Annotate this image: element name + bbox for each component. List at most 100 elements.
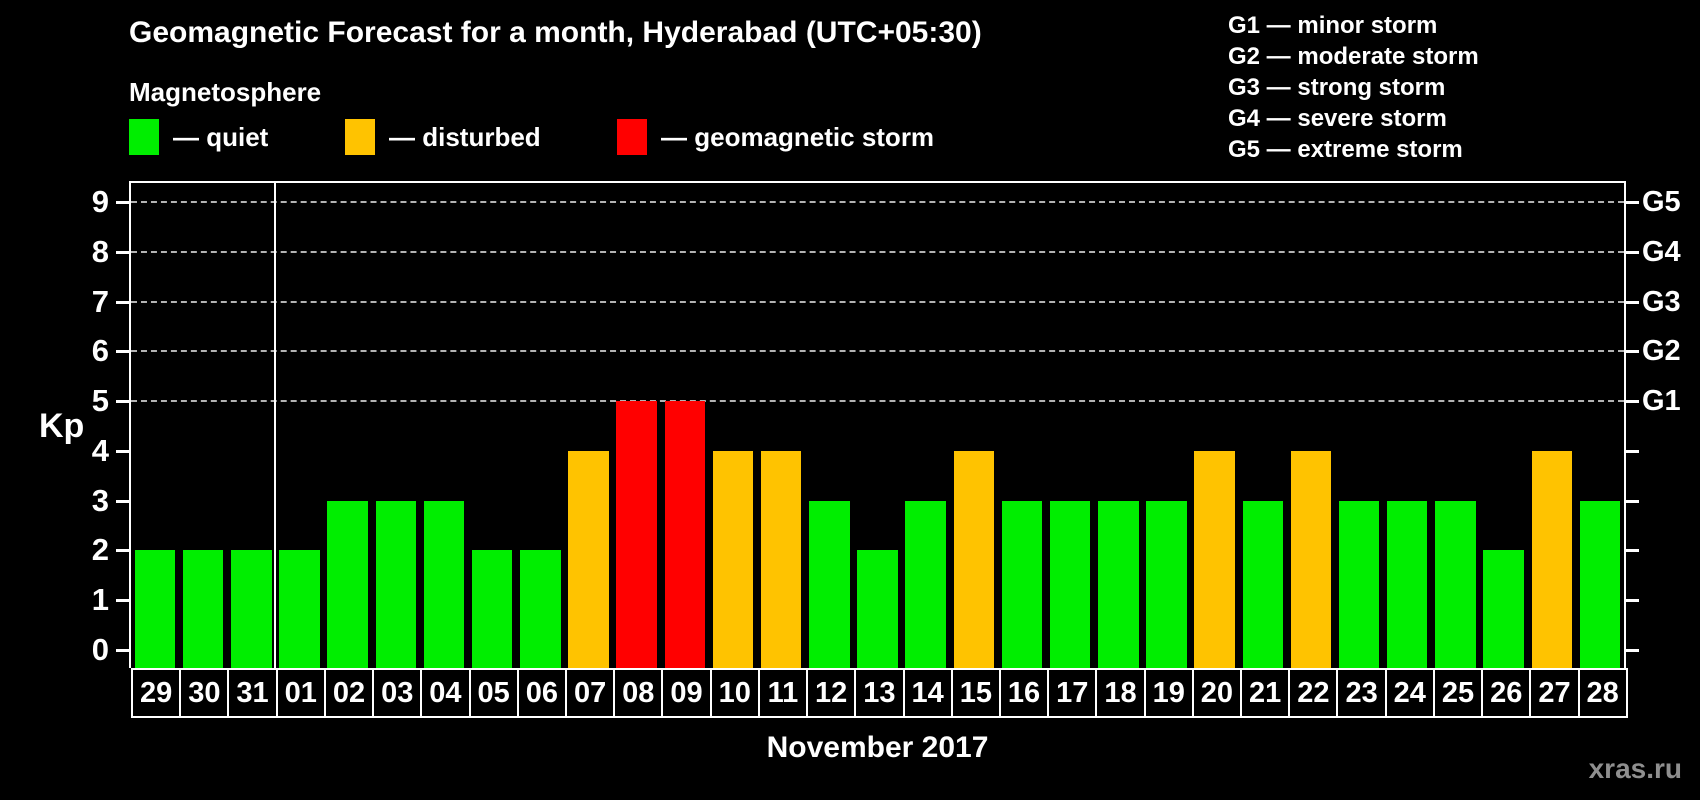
y-axis-tick-label-0: 0 xyxy=(91,632,109,667)
left-axis-tick-4 xyxy=(116,449,129,453)
legend-item-disturbed: — disturbed xyxy=(345,119,541,155)
g-scale-item-4: G4 — severe storm xyxy=(1228,105,1447,132)
gridline-kp7 xyxy=(131,300,1624,303)
magnetosphere-label: Magnetosphere xyxy=(129,77,322,107)
day-label-14: 14 xyxy=(905,670,953,716)
day-label-26: 26 xyxy=(1483,670,1532,716)
kp-bar-day-14 xyxy=(905,500,946,668)
g-scale-item-3: G3 — strong storm xyxy=(1228,74,1446,101)
kp-axis-label: Kp xyxy=(39,407,85,445)
day-label-30: 30 xyxy=(181,670,230,716)
kp-bar-day-16 xyxy=(1001,500,1043,668)
y-axis-tick-label-7: 7 xyxy=(91,283,109,319)
kp-bar-day-05 xyxy=(471,550,513,668)
g-axis-label-g1: G1 xyxy=(1642,385,1681,418)
g-axis-label-g4: G4 xyxy=(1642,235,1681,268)
day-label-17: 17 xyxy=(1049,670,1098,716)
day-label-07: 07 xyxy=(567,670,616,716)
day-label-03: 03 xyxy=(374,670,423,716)
y-axis-tick-label-6: 6 xyxy=(91,333,109,369)
kp-bar-day-19 xyxy=(1146,500,1187,668)
left-axis-tick-0 xyxy=(116,649,129,652)
kp-bar-day-06 xyxy=(520,550,561,668)
g-scale-item-2: G2 — moderate storm xyxy=(1228,43,1479,70)
gridline-kp6 xyxy=(131,350,1624,353)
right-axis-line xyxy=(1624,181,1626,668)
x-axis-day-labels: 29 30 31 01 02 03 04 05 06 07 08 09 10 11 12 13 14 15 16 17… xyxy=(131,668,1628,718)
gridline-kp8 xyxy=(131,250,1624,253)
left-axis-tick-7 xyxy=(116,300,129,304)
right-axis-tick-0 xyxy=(1626,649,1639,652)
day-label-21: 21 xyxy=(1242,670,1291,716)
left-axis-tick-6 xyxy=(116,350,129,354)
day-label-27: 27 xyxy=(1531,670,1580,716)
g-scale-item-5: G5 — extreme storm xyxy=(1228,136,1463,163)
left-axis-tick-8 xyxy=(116,250,129,254)
left-axis-tick-9 xyxy=(116,201,129,205)
day-label-12: 12 xyxy=(808,670,857,716)
kp-bar-day-17 xyxy=(1049,500,1091,668)
day-label-29: 29 xyxy=(133,670,182,716)
day-label-13: 13 xyxy=(856,670,905,716)
kp-bar-day-23 xyxy=(1338,500,1380,668)
kp-bar-day-28 xyxy=(1579,500,1621,668)
y-axis-tick-label-1: 1 xyxy=(91,582,109,618)
kp-bar-day-03 xyxy=(375,500,417,668)
disturbed-color-swatch xyxy=(345,119,375,155)
day-label-10: 10 xyxy=(712,670,760,716)
day-label-02: 02 xyxy=(326,670,375,716)
y-axis-tick-label-2: 2 xyxy=(91,532,109,568)
y-axis-tick-label-9: 9 xyxy=(91,184,109,220)
kp-bar-day-20 xyxy=(1194,450,1235,668)
y-axis-tick-label-4: 4 xyxy=(91,432,109,468)
g-scale-legend: G1 — minor storm G2 — moderate storm G3 — … xyxy=(1228,10,1479,165)
kp-bar-day-13 xyxy=(857,550,898,668)
left-axis-tick-1 xyxy=(116,599,129,603)
gridline-kp5 xyxy=(131,400,1624,403)
kp-bar-day-08 xyxy=(616,401,657,668)
kp-bar-day-31 xyxy=(231,550,272,668)
day-label-08: 08 xyxy=(615,670,664,716)
kp-bar-day-04 xyxy=(423,500,465,668)
day-label-19: 19 xyxy=(1146,670,1194,716)
day-label-06: 06 xyxy=(519,670,567,716)
month-boundary-line xyxy=(274,183,277,668)
plot-area: Kp 0 1 2 3 4 5 6 7 8 9 G1 G2 G3 G4 G5 xyxy=(39,181,1681,668)
right-axis-tick-1 xyxy=(1626,599,1639,603)
left-axis-tick-2 xyxy=(116,549,129,553)
g-axis-label-g2: G2 xyxy=(1642,335,1681,368)
day-label-25: 25 xyxy=(1435,670,1484,716)
quiet-color-swatch xyxy=(129,119,159,155)
site-watermark: xras.ru xyxy=(1588,753,1682,784)
storm-color-swatch xyxy=(617,119,647,155)
y-axis-tick-label-3: 3 xyxy=(91,482,109,518)
day-label-15: 15 xyxy=(953,670,1001,716)
kp-bar-day-18 xyxy=(1098,500,1139,668)
right-axis-tick-2 xyxy=(1626,549,1639,553)
kp-bar-day-12 xyxy=(809,500,850,668)
left-axis-tick-3 xyxy=(116,499,129,503)
y-axis-line xyxy=(129,181,131,668)
kp-bar-day-26 xyxy=(1483,550,1524,668)
day-label-01: 01 xyxy=(278,670,326,716)
kp-bar-day-15 xyxy=(953,450,995,668)
g-axis-label-g3: G3 xyxy=(1642,285,1681,318)
day-label-22: 22 xyxy=(1290,670,1339,716)
g-scale-item-1: G1 — minor storm xyxy=(1228,12,1438,39)
kp-bar-day-30 xyxy=(183,550,224,668)
right-axis-tick-8 xyxy=(1626,250,1639,254)
kp-bar-day-02 xyxy=(327,500,368,668)
day-label-31: 31 xyxy=(229,670,278,716)
kp-bar-day-21 xyxy=(1242,500,1284,668)
legend-item-storm: — geomagnetic storm xyxy=(617,119,934,155)
right-axis-tick-4 xyxy=(1626,449,1639,453)
right-axis-tick-3 xyxy=(1626,499,1639,503)
right-axis-tick-9 xyxy=(1626,201,1639,205)
day-label-05: 05 xyxy=(471,670,519,716)
y-axis-tick-label-8: 8 xyxy=(91,233,109,269)
day-label-09: 09 xyxy=(663,670,712,716)
gridline-kp9 xyxy=(131,201,1624,204)
y-axis-tick-label-5: 5 xyxy=(91,383,109,419)
kp-bar-day-09 xyxy=(664,401,706,668)
legend-item-quiet: — quiet xyxy=(129,119,268,155)
